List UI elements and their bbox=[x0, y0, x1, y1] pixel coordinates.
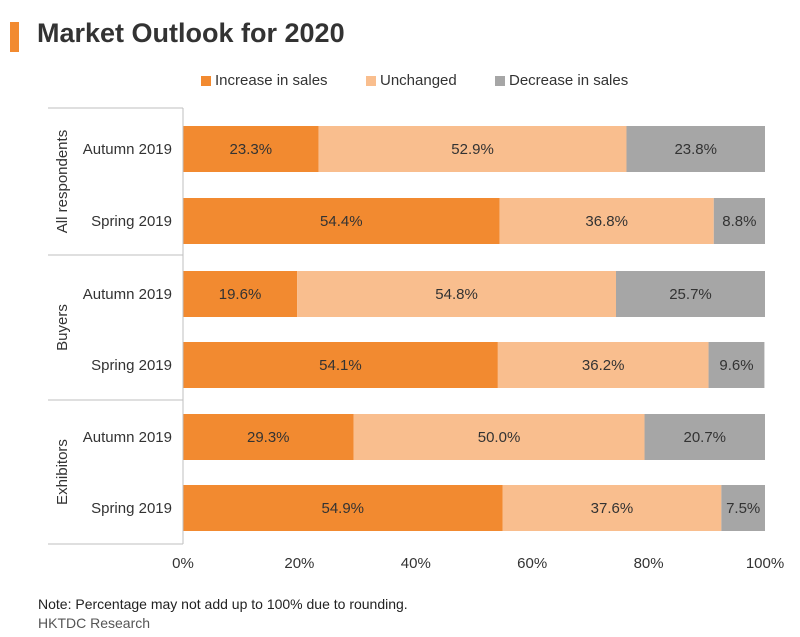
data-label-3-1-2: 50.0% bbox=[478, 429, 521, 446]
row-label-1-2: Spring 2019 bbox=[91, 213, 172, 230]
bar-segment-3-1-3 bbox=[644, 414, 765, 460]
data-label-3-1-1: 29.3% bbox=[247, 429, 290, 446]
data-label-3-2-1: 54.9% bbox=[321, 500, 364, 517]
bar-segment-3-1-1 bbox=[183, 414, 354, 460]
row-label-3-2: Spring 2019 bbox=[91, 500, 172, 517]
bar-segment-3-1-2 bbox=[353, 414, 645, 460]
bar-segment-2-2-2 bbox=[497, 342, 709, 388]
data-label-3-2-3: 7.5% bbox=[726, 500, 760, 517]
source-credit: HKTDC Research bbox=[38, 615, 151, 631]
bar-segment-1-2-3 bbox=[713, 198, 765, 244]
bar-segment-2-1-1 bbox=[183, 271, 298, 317]
data-label-2-2-2: 36.2% bbox=[582, 357, 625, 374]
bar-segment-1-2-1 bbox=[183, 198, 500, 244]
row-label-1-1: Autumn 2019 bbox=[83, 141, 172, 158]
x-tick-label-3: 40% bbox=[401, 555, 431, 572]
footnote: Note: Percentage may not add up to 100% … bbox=[38, 596, 408, 612]
x-tick-label-4: 60% bbox=[517, 555, 547, 572]
row-label-3-1: Autumn 2019 bbox=[83, 429, 172, 446]
row-label-2-2: Spring 2019 bbox=[91, 357, 172, 374]
legend-item-unchanged: Unchanged bbox=[366, 72, 457, 89]
data-label-3-2-2: 37.6% bbox=[591, 500, 634, 517]
bar-segment-1-2-2 bbox=[499, 198, 714, 244]
x-tick-label-1: 0% bbox=[172, 555, 194, 572]
bar-segment-2-2-1 bbox=[183, 342, 498, 388]
data-label-1-2-2: 36.8% bbox=[585, 213, 628, 230]
group-label-2: Buyers bbox=[54, 304, 71, 351]
data-label-2-1-3: 25.7% bbox=[669, 286, 712, 303]
bar-segment-2-2-3 bbox=[708, 342, 765, 388]
data-label-3-1-3: 20.7% bbox=[683, 429, 726, 446]
bar-segment-2-1-2 bbox=[297, 271, 617, 317]
bar-segment-3-2-2 bbox=[502, 485, 722, 531]
data-label-1-1-2: 52.9% bbox=[451, 141, 494, 158]
row-label-2-1: Autumn 2019 bbox=[83, 286, 172, 303]
bar-segment-1-1-3 bbox=[626, 126, 765, 172]
data-label-1-2-3: 8.8% bbox=[722, 213, 756, 230]
bar-segment-3-2-1 bbox=[183, 485, 503, 531]
legend-label-decrease: Decrease in sales bbox=[509, 72, 629, 89]
legend-label-unchanged: Unchanged bbox=[380, 72, 457, 89]
data-label-2-2-3: 9.6% bbox=[719, 357, 753, 374]
x-tick-label-6: 100% bbox=[746, 555, 784, 572]
group-label-1: All respondents bbox=[54, 130, 71, 233]
bar-segment-3-2-3 bbox=[721, 485, 765, 531]
data-label-1-2-1: 54.4% bbox=[320, 213, 363, 230]
group-label-3: Exhibitors bbox=[54, 439, 71, 505]
legend-item-increase: Increase in sales bbox=[201, 72, 328, 89]
data-label-1-1-1: 23.3% bbox=[230, 141, 273, 158]
data-label-2-1-1: 19.6% bbox=[219, 286, 262, 303]
legend-swatch-increase bbox=[201, 75, 211, 86]
chart-legend: Increase in sales Unchanged Decrease in … bbox=[0, 72, 800, 92]
data-label-2-1-2: 54.8% bbox=[435, 286, 478, 303]
legend-swatch-unchanged bbox=[366, 75, 376, 86]
x-tick-label-5: 80% bbox=[634, 555, 664, 572]
page-title: Market Outlook for 2020 bbox=[37, 18, 345, 48]
legend-item-decrease: Decrease in sales bbox=[495, 72, 628, 89]
title-accent-bar bbox=[10, 22, 19, 52]
stacked-bar-chart: 23.3% 52.9% 23.8% Autumn 2019 54.4% 36.8% 8.8%… bbox=[48, 107, 784, 572]
bar-segment-2-1-3 bbox=[616, 271, 765, 317]
data-label-2-2-1: 54.1% bbox=[319, 357, 362, 374]
legend-label-increase: Increase in sales bbox=[215, 72, 328, 89]
bar-segment-1-1-1 bbox=[183, 126, 319, 172]
x-tick-label-2: 20% bbox=[284, 555, 314, 572]
data-label-1-1-3: 23.8% bbox=[674, 141, 717, 158]
legend-swatch-decrease bbox=[495, 75, 505, 86]
bar-segment-1-1-2 bbox=[318, 126, 627, 172]
